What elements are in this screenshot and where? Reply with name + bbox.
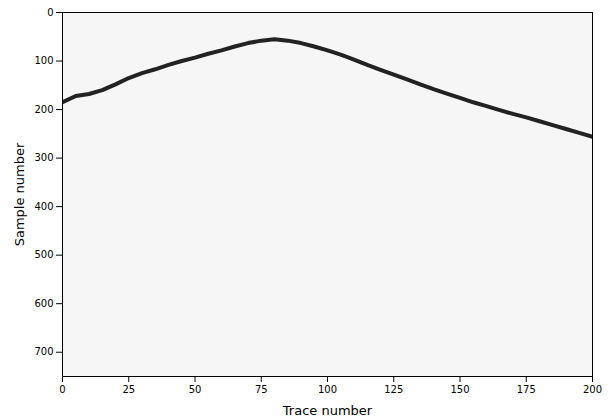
svg-text:50: 50 <box>189 384 202 395</box>
svg-text:100: 100 <box>34 55 53 66</box>
svg-text:0: 0 <box>59 384 65 395</box>
svg-text:175: 175 <box>517 384 536 395</box>
svg-text:150: 150 <box>450 384 469 395</box>
svg-text:Trace number: Trace number <box>282 403 373 418</box>
svg-text:0: 0 <box>47 7 53 18</box>
svg-text:500: 500 <box>34 249 53 260</box>
svg-text:25: 25 <box>122 384 135 395</box>
svg-text:Sample number: Sample number <box>12 142 27 246</box>
svg-text:400: 400 <box>34 201 53 212</box>
svg-text:600: 600 <box>34 298 53 309</box>
svg-text:700: 700 <box>34 346 53 357</box>
svg-text:75: 75 <box>255 384 268 395</box>
svg-text:200: 200 <box>583 384 602 395</box>
svg-text:300: 300 <box>34 152 53 163</box>
svg-text:125: 125 <box>384 384 403 395</box>
svg-text:200: 200 <box>34 104 53 115</box>
svg-text:100: 100 <box>318 384 337 395</box>
